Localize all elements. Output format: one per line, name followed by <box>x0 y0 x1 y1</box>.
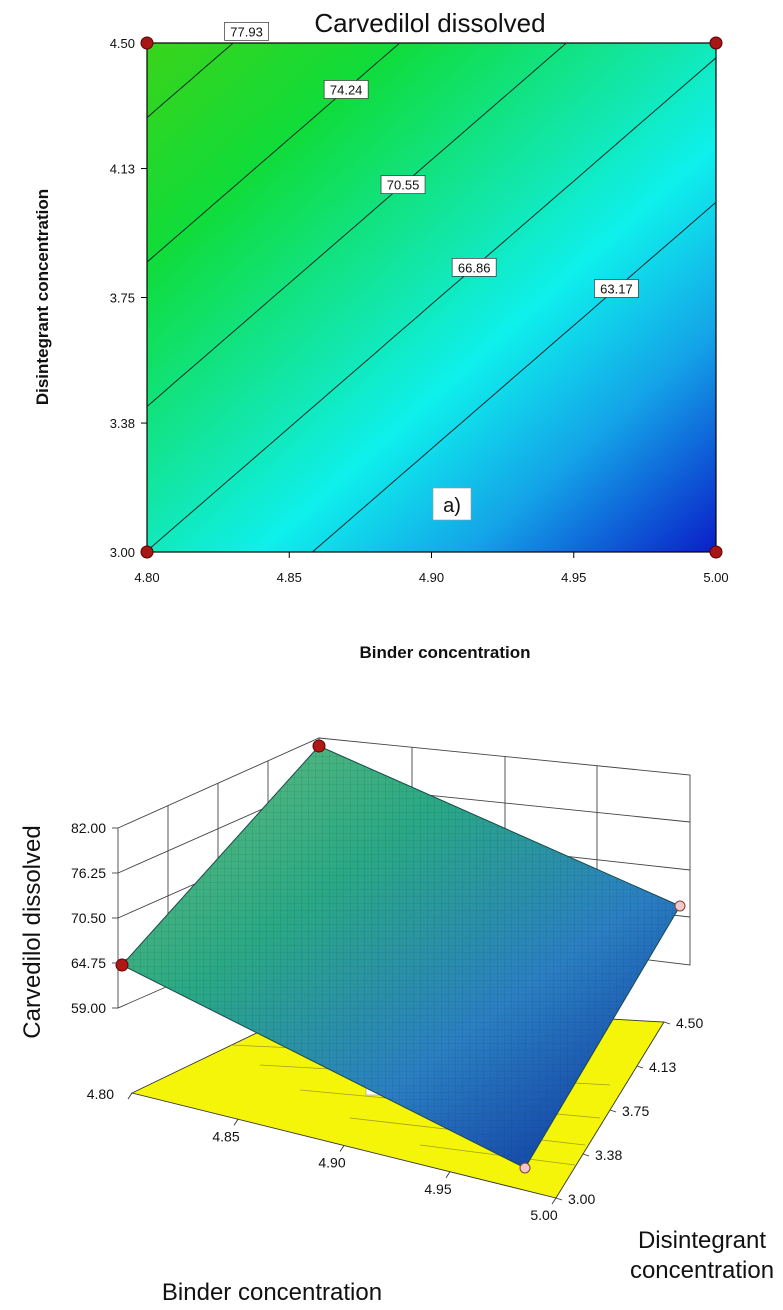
contour-y-tick-label: 3.75 <box>110 291 135 306</box>
surface-y-axis-label-line1: Disintegrant <box>638 1227 766 1254</box>
surface-z-tick-label: 82.00 <box>71 820 106 836</box>
contour-y-axis-label: Disintegrant concentration <box>33 189 52 405</box>
contour-line-2 <box>147 43 401 263</box>
contour-y-tick-label: 3.00 <box>110 545 135 560</box>
design-point-4 <box>709 545 723 559</box>
surface-x-tick-label: 4.85 <box>212 1128 239 1144</box>
surface-point-low <box>519 1162 531 1174</box>
contour-label-text: 70.55 <box>387 178 420 193</box>
surface-y-ticks: 3.00 3.38 3.75 4.13 4.50 <box>555 1015 703 1207</box>
surface-z-tick-label: 76.25 <box>71 865 106 881</box>
contour-title: Carvedilol dissolved <box>314 8 545 38</box>
surface-y-axis-label-line2: concentration <box>630 1257 774 1284</box>
contour-x-tick-label: 4.85 <box>277 570 302 585</box>
response-surface-mesh <box>122 746 680 1168</box>
panel-a-tag: a) <box>432 487 472 521</box>
surface-x-tick-label: 4.80 <box>87 1086 114 1102</box>
contour-design-points <box>140 36 723 559</box>
contour-label-text: 66.86 <box>458 260 491 275</box>
surface-point-high <box>312 739 326 753</box>
contour-x-tick-label: 5.00 <box>703 570 728 585</box>
surface-x-tick-label: 5.00 <box>530 1207 557 1223</box>
surface-x-ticks: 4.80 4.85 4.90 4.95 5.00 <box>87 1086 558 1223</box>
contour-line-3 <box>147 43 568 407</box>
surface-z-tick-label: 70.50 <box>71 910 106 926</box>
design-point-1 <box>140 36 154 50</box>
surface-point-left <box>115 958 129 972</box>
contour-label-text: 74.24 <box>330 82 363 97</box>
contour-label-5: 63.17 <box>594 279 639 298</box>
contour-x-axis-label: Binder concentration <box>360 643 531 662</box>
contour-x-ticks: 4.80 4.85 4.90 4.95 5.00 <box>134 552 729 585</box>
contour-label-4: 66.86 <box>451 258 497 277</box>
surface-z-tick-label: 59.00 <box>71 1000 106 1016</box>
contour-label-3: 70.55 <box>380 175 426 194</box>
surface-z-ticks: 59.00 64.75 70.50 76.25 82.00 <box>71 820 118 1016</box>
surface-y-tick-label: 3.00 <box>568 1191 595 1207</box>
contour-labels: 77.93 74.24 70.55 66.86 63.17 <box>224 22 639 298</box>
contour-y-tick-label: 4.13 <box>110 162 135 177</box>
surface-x-axis-label: Binder concentration <box>162 1279 382 1306</box>
panel-a-label: a) <box>443 495 461 517</box>
surface-y-tick-label: 3.75 <box>622 1103 649 1119</box>
contour-label-1: 77.93 <box>224 22 269 41</box>
surface-y-tick-label: 4.50 <box>676 1015 703 1031</box>
surface-y-tick-label: 3.38 <box>595 1147 622 1163</box>
contour-x-tick-label: 4.80 <box>134 570 159 585</box>
design-point-2 <box>709 36 723 50</box>
surface-z-axis-label: Carvedilol dissolved <box>19 825 46 1038</box>
surface-point-right <box>674 900 686 912</box>
surface-z-tick-label: 64.75 <box>71 955 106 971</box>
design-point-3 <box>140 545 154 559</box>
contour-x-tick-label: 4.95 <box>561 570 586 585</box>
surface-x-tick-label: 4.90 <box>318 1155 345 1171</box>
contour-label-text: 77.93 <box>230 24 263 39</box>
contour-y-tick-label: 3.38 <box>110 416 135 431</box>
contour-y-ticks: 3.00 3.38 3.75 4.13 4.50 <box>110 36 147 560</box>
contour-x-tick-label: 4.90 <box>419 570 444 585</box>
contour-plot: Carvedilol dissolved 77.93 74.24 70.55 66.8… <box>33 8 729 662</box>
contour-line-4 <box>147 57 716 552</box>
contour-y-tick-label: 4.50 <box>110 36 135 51</box>
surface-y-tick-label: 4.13 <box>649 1059 676 1075</box>
surface-x-tick-label: 4.95 <box>424 1181 451 1197</box>
contour-label-text: 63.17 <box>600 281 633 296</box>
contour-label-2: 74.24 <box>323 80 369 99</box>
